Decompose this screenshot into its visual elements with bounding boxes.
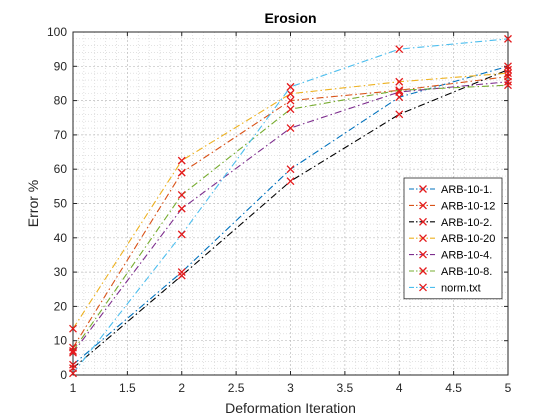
series-line	[72, 84, 509, 352]
legend-entry: ARB-10-8.	[409, 266, 492, 278]
legend-marker	[419, 185, 427, 193]
x-tick-label: 5	[505, 381, 512, 395]
data-point-marker	[177, 190, 186, 199]
legend-marker	[419, 250, 427, 259]
legend: ARB-10-1. ARB-10-12 ARB-10-2. ARB-10-20 ARB-…	[403, 177, 503, 300]
y-tick-label: 100	[47, 25, 67, 39]
data-point-marker	[69, 347, 77, 355]
data-point-marker	[286, 82, 295, 91]
x-axis-label: Deformation Iteration	[225, 400, 356, 416]
data-point-marker	[69, 360, 77, 369]
y-tick-label: 70	[54, 128, 68, 142]
series-ARB-10-1.	[69, 62, 512, 369]
series-ARB-10-20	[69, 69, 512, 333]
series-norm.txt	[69, 34, 512, 378]
data-point-marker	[69, 348, 77, 357]
data-point-marker	[177, 230, 186, 239]
data-point-marker	[504, 62, 512, 71]
y-tick-label: 60	[54, 162, 68, 176]
y-tick-label: 0	[60, 368, 67, 382]
y-tick-label: 80	[54, 94, 68, 108]
data-point-marker	[504, 77, 512, 86]
data-point-marker	[395, 110, 404, 119]
data-point-marker	[177, 268, 186, 277]
legend-marker	[419, 267, 427, 275]
data-point-marker	[177, 271, 186, 280]
data-point-marker	[504, 81, 512, 90]
legend-entry: norm.txt	[409, 282, 481, 294]
data-point-marker	[395, 86, 404, 95]
y-axis-label: Error %	[25, 180, 41, 227]
legend-marker	[419, 283, 427, 292]
legend-marker	[419, 217, 427, 226]
x-tick-label: 2.5	[228, 381, 245, 395]
legend-label: ARB-10-4.	[441, 250, 492, 262]
data-point-marker	[395, 77, 404, 86]
data-point-marker	[286, 165, 295, 174]
legend-label: ARB-10-8.	[441, 266, 492, 278]
x-tick-label: 2	[178, 381, 185, 395]
legend-label: ARB-10-12	[441, 200, 495, 212]
data-point-marker	[504, 65, 512, 74]
x-tick-label: 3	[287, 381, 294, 395]
data-point-marker	[177, 156, 186, 165]
x-tick-label: 4	[396, 381, 403, 395]
data-point-marker	[286, 105, 295, 114]
data-point-marker	[69, 369, 77, 378]
legend-entry: ARB-10-2.	[409, 217, 492, 229]
legend-label: ARB-10-2.	[441, 217, 492, 229]
legend-label: norm.txt	[441, 282, 481, 294]
legend-marker	[419, 234, 427, 243]
y-tick-label: 10	[54, 334, 68, 348]
x-tick-label: 4.5	[445, 381, 462, 395]
series-line	[72, 38, 509, 374]
chart-title: Erosion	[264, 10, 316, 26]
legend-entry: ARB-10-4.	[409, 250, 492, 262]
y-tick-label: 20	[54, 299, 68, 313]
legend-marker	[419, 201, 427, 210]
x-tick-label: 3.5	[337, 381, 354, 395]
legend-label: ARB-10-20	[441, 233, 495, 245]
data-point-marker	[286, 124, 295, 132]
y-tick-label: 50	[54, 197, 68, 211]
series-ARB-10-8.	[69, 81, 512, 355]
data-point-marker	[504, 69, 512, 78]
data-point-marker	[395, 45, 404, 54]
x-tick-label: 1	[70, 381, 77, 395]
y-tick-label: 40	[54, 231, 68, 245]
data-point-marker	[177, 204, 186, 213]
data-point-marker	[286, 89, 295, 98]
series-line	[72, 72, 509, 329]
y-tick-label: 30	[54, 265, 68, 279]
data-point-marker	[504, 34, 512, 43]
legend-entry: ARB-10-20	[409, 233, 495, 245]
data-point-marker	[177, 168, 186, 177]
legend-entry: ARB-10-1.	[409, 184, 492, 196]
data-point-marker	[286, 96, 295, 105]
data-point-marker	[286, 177, 295, 186]
legend-label: ARB-10-1.	[441, 184, 492, 196]
data-point-marker	[69, 324, 77, 333]
y-tick-label: 90	[54, 59, 68, 73]
legend-entry: ARB-10-12	[409, 200, 495, 212]
x-tick-label: 1.5	[119, 381, 136, 395]
series-lines	[69, 34, 512, 378]
